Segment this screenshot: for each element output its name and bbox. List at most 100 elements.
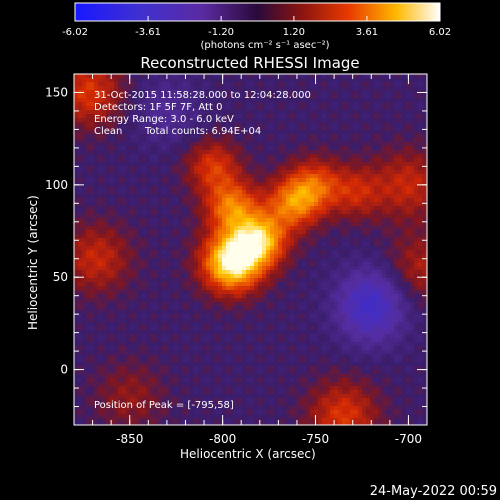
heatmap-cell	[146, 114, 151, 119]
heatmap-cell	[326, 186, 331, 191]
heatmap-cell	[370, 262, 375, 267]
heatmap-cell	[266, 258, 271, 263]
heatmap-cell	[226, 94, 231, 99]
heatmap-cell	[378, 106, 383, 111]
heatmap-cell	[226, 262, 231, 267]
heatmap-cell	[246, 102, 251, 107]
heatmap-cell	[138, 186, 143, 191]
heatmap-cell	[214, 146, 219, 151]
heatmap-cell	[170, 138, 175, 143]
heatmap-cell	[122, 102, 127, 107]
heatmap-cell	[326, 258, 331, 263]
heatmap-cell	[98, 202, 103, 207]
heatmap-cell	[182, 114, 187, 119]
heatmap-cell	[82, 158, 87, 163]
heatmap-cell	[414, 174, 419, 179]
heatmap-cell	[234, 130, 239, 135]
heatmap-cell	[302, 206, 307, 211]
heatmap-cell	[282, 230, 287, 235]
heatmap-cell	[242, 242, 247, 247]
heatmap-cell	[262, 214, 267, 219]
heatmap-cell	[362, 190, 367, 195]
heatmap-cell	[414, 234, 419, 239]
heatmap-cell	[74, 194, 79, 199]
heatmap-cell	[110, 190, 115, 195]
heatmap-cell	[86, 258, 91, 263]
heatmap-cell	[206, 218, 211, 223]
heatmap-cell	[122, 174, 127, 179]
heatmap-cell	[394, 218, 399, 223]
heatmap-cell	[374, 174, 379, 179]
heatmap-cell	[358, 166, 363, 171]
heatmap-cell	[298, 278, 303, 283]
heatmap-cell	[314, 138, 319, 143]
heatmap-cell	[334, 122, 339, 127]
heatmap-cell	[130, 198, 135, 203]
heatmap-cell	[142, 282, 147, 287]
heatmap-cell	[174, 254, 179, 259]
heatmap-cell	[266, 174, 271, 179]
heatmap-cell	[202, 138, 207, 143]
heatmap-cell	[402, 82, 407, 87]
heatmap-cell	[158, 222, 163, 227]
heatmap-cell	[274, 78, 279, 83]
heatmap-cell	[270, 274, 275, 279]
heatmap-cell	[118, 86, 123, 91]
heatmap-cell	[94, 122, 99, 127]
heatmap-cell	[182, 210, 187, 215]
heatmap-cell	[410, 278, 415, 283]
heatmap-cell	[110, 102, 115, 107]
heatmap-cell	[234, 294, 239, 299]
heatmap-cell	[226, 294, 231, 299]
heatmap-cell	[178, 122, 183, 127]
heatmap-cell	[402, 122, 407, 127]
heatmap-cell	[138, 194, 143, 199]
heatmap-cell	[234, 78, 239, 83]
heatmap-cell	[302, 110, 307, 115]
heatmap-cell	[398, 166, 403, 171]
heatmap-cell	[402, 162, 407, 167]
heatmap-cell	[254, 114, 259, 119]
heatmap-cell	[386, 158, 391, 163]
heatmap-cell	[218, 214, 223, 219]
heatmap-cell	[130, 182, 135, 187]
heatmap-cell	[222, 146, 227, 151]
heatmap-cell	[82, 134, 87, 139]
heatmap-cell	[290, 186, 295, 191]
heatmap-cell	[282, 146, 287, 151]
heatmap-cell	[166, 114, 171, 119]
heatmap-cell	[126, 114, 131, 119]
heatmap-cell	[294, 158, 299, 163]
heatmap-cell	[342, 74, 347, 79]
heatmap-cell	[266, 186, 271, 191]
heatmap-cell	[294, 78, 299, 83]
heatmap-cell	[386, 266, 391, 271]
heatmap-cell	[190, 254, 195, 259]
heatmap-cell	[398, 234, 403, 239]
heatmap-cell	[114, 278, 119, 283]
heatmap-cell	[366, 278, 371, 283]
heatmap-cell	[310, 194, 315, 199]
heatmap-cell	[250, 210, 255, 215]
heatmap-cell	[218, 102, 223, 107]
heatmap-cell	[126, 250, 131, 255]
heatmap-cell	[298, 234, 303, 239]
heatmap-cell	[86, 282, 91, 287]
heatmap-cell	[298, 162, 303, 167]
heatmap-cell	[326, 126, 331, 131]
heatmap-cell	[330, 82, 335, 87]
heatmap-cell	[306, 146, 311, 151]
heatmap-cell	[158, 290, 163, 295]
heatmap-cell	[354, 170, 359, 175]
heatmap-cell	[170, 290, 175, 295]
heatmap-cell	[322, 86, 327, 91]
heatmap-cell	[138, 174, 143, 179]
heatmap-cell	[94, 246, 99, 251]
heatmap-cell	[378, 78, 383, 83]
heatmap-cell	[186, 174, 191, 179]
heatmap-cell	[258, 202, 263, 207]
heatmap-cell	[250, 102, 255, 107]
heatmap-cell	[366, 186, 371, 191]
heatmap-cell	[322, 110, 327, 115]
heatmap-cell	[330, 98, 335, 103]
